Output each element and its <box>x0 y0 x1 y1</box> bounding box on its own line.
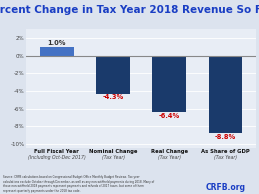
Text: Percent Change in Tax Year 2018 Revenue So Far: Percent Change in Tax Year 2018 Revenue … <box>0 5 259 15</box>
Text: Nominal Change: Nominal Change <box>89 149 137 154</box>
Text: 1.0%: 1.0% <box>48 40 66 46</box>
Text: (Tax Year): (Tax Year) <box>158 155 181 160</box>
Text: (Tax Year): (Tax Year) <box>102 155 125 160</box>
Text: As Share of GDP: As Share of GDP <box>201 149 250 154</box>
Text: -8.8%: -8.8% <box>215 134 236 140</box>
Text: (Including Oct-Dec 2017): (Including Oct-Dec 2017) <box>28 155 86 160</box>
Text: -4.3%: -4.3% <box>102 94 124 100</box>
Bar <box>96 56 130 94</box>
Bar <box>40 47 74 56</box>
Text: Real Change: Real Change <box>151 149 188 154</box>
Bar <box>208 56 242 133</box>
Bar <box>152 56 186 112</box>
Text: (Tax Year): (Tax Year) <box>214 155 237 160</box>
Text: CRFB.org: CRFB.org <box>205 183 245 192</box>
Text: Source: CRFB calculations based on Congressional Budget Office Monthly Budget Re: Source: CRFB calculations based on Congr… <box>3 175 154 193</box>
Text: Full Fiscal Year: Full Fiscal Year <box>34 149 79 154</box>
Text: -6.4%: -6.4% <box>159 113 180 119</box>
